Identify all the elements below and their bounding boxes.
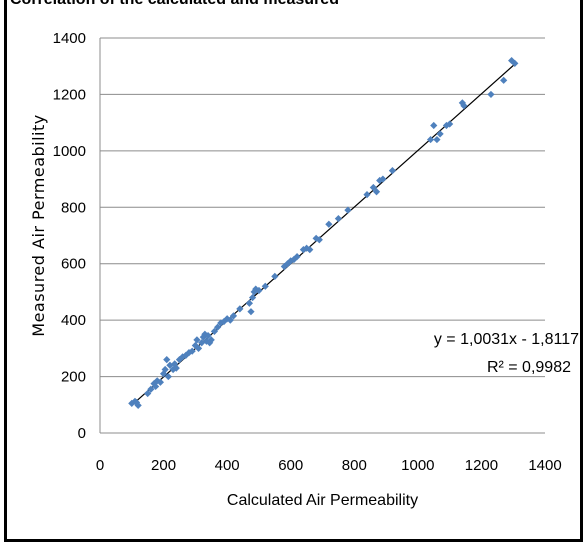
data-point — [164, 372, 172, 381]
data-point — [132, 398, 141, 407]
data-point — [161, 365, 169, 374]
x-tick-label: 1000 — [401, 457, 434, 474]
data-point — [199, 333, 207, 341]
x-tick-labels: 0 200 400 600 800 1000 1200 1400 — [96, 457, 562, 474]
data-point — [325, 220, 333, 228]
data-points — [128, 56, 519, 409]
data-point — [299, 246, 308, 254]
x-tick-label: 600 — [278, 457, 303, 474]
data-point — [312, 234, 320, 242]
data-point — [163, 356, 171, 364]
trendline-equation: y = 1,0031x - 1,8117 — [434, 331, 579, 348]
data-point — [334, 214, 342, 223]
data-point — [487, 90, 495, 99]
data-point — [134, 401, 142, 409]
data-point — [303, 244, 311, 252]
data-point — [458, 99, 466, 107]
y-tick-label: 1200 — [53, 86, 86, 103]
x-tick-label: 1400 — [528, 457, 561, 474]
x-tick-label: 0 — [96, 457, 104, 474]
y-tick-label: 600 — [61, 256, 86, 273]
data-point — [430, 121, 438, 130]
data-point — [226, 316, 234, 324]
data-point — [511, 59, 519, 67]
data-point — [144, 389, 152, 398]
data-point — [372, 188, 381, 196]
data-point — [290, 255, 298, 264]
data-point — [248, 293, 257, 302]
x-axis-title: Calculated Air Permeability — [227, 492, 418, 509]
data-point — [175, 356, 184, 364]
data-point — [315, 236, 323, 244]
data-point — [247, 308, 255, 316]
x-tick-label: 200 — [151, 457, 176, 474]
x-tick-label: 1200 — [465, 457, 498, 474]
data-point — [436, 130, 444, 138]
data-point — [460, 102, 468, 110]
data-point — [153, 377, 161, 385]
data-point — [446, 120, 454, 128]
chart-frame — [4, 0, 583, 542]
data-point — [245, 299, 253, 307]
data-point — [179, 353, 187, 361]
data-point — [293, 253, 301, 261]
y-tick-label: 0 — [78, 425, 86, 442]
y-tick-label: 800 — [61, 199, 86, 216]
trendline-r2: R² = 0,9982 — [487, 359, 571, 376]
data-point — [210, 327, 219, 336]
data-point — [152, 382, 160, 391]
axes — [99, 38, 545, 434]
y-tick-label: 1400 — [53, 30, 86, 47]
data-point — [388, 167, 397, 175]
caption-strip: Correlation of the calculated and measur… — [0, 0, 587, 12]
y-tick-labels: 0 200 400 600 800 1000 1200 1400 — [53, 30, 86, 442]
data-point — [193, 336, 201, 344]
y-axis-title: Measured Air Permeability — [29, 114, 48, 336]
data-point — [369, 183, 377, 192]
data-point — [188, 347, 196, 355]
data-point — [344, 206, 352, 214]
data-point — [147, 385, 155, 393]
caption-fragment: Correlation of the calculated and measur… — [10, 0, 339, 9]
data-point — [156, 378, 164, 386]
data-point — [379, 175, 387, 183]
y-tick-label: 1000 — [53, 143, 86, 160]
data-point — [229, 312, 238, 320]
data-point — [271, 272, 279, 281]
data-point — [194, 344, 203, 352]
data-point — [426, 135, 435, 144]
data-point — [204, 332, 212, 340]
x-tick-label: 800 — [342, 457, 367, 474]
data-point — [261, 282, 269, 290]
data-point — [500, 76, 508, 84]
data-point — [172, 364, 180, 372]
x-tick-label: 400 — [215, 457, 240, 474]
data-point — [363, 190, 371, 199]
data-point — [223, 315, 231, 323]
data-point — [169, 365, 177, 374]
y-tick-label: 200 — [61, 369, 86, 386]
gridlines — [100, 37, 545, 378]
data-point — [255, 286, 263, 295]
data-point — [433, 135, 441, 144]
data-point — [214, 323, 222, 331]
y-tick-label: 400 — [61, 312, 86, 329]
data-point — [236, 305, 244, 313]
data-point — [207, 336, 215, 344]
data-point — [306, 246, 314, 254]
